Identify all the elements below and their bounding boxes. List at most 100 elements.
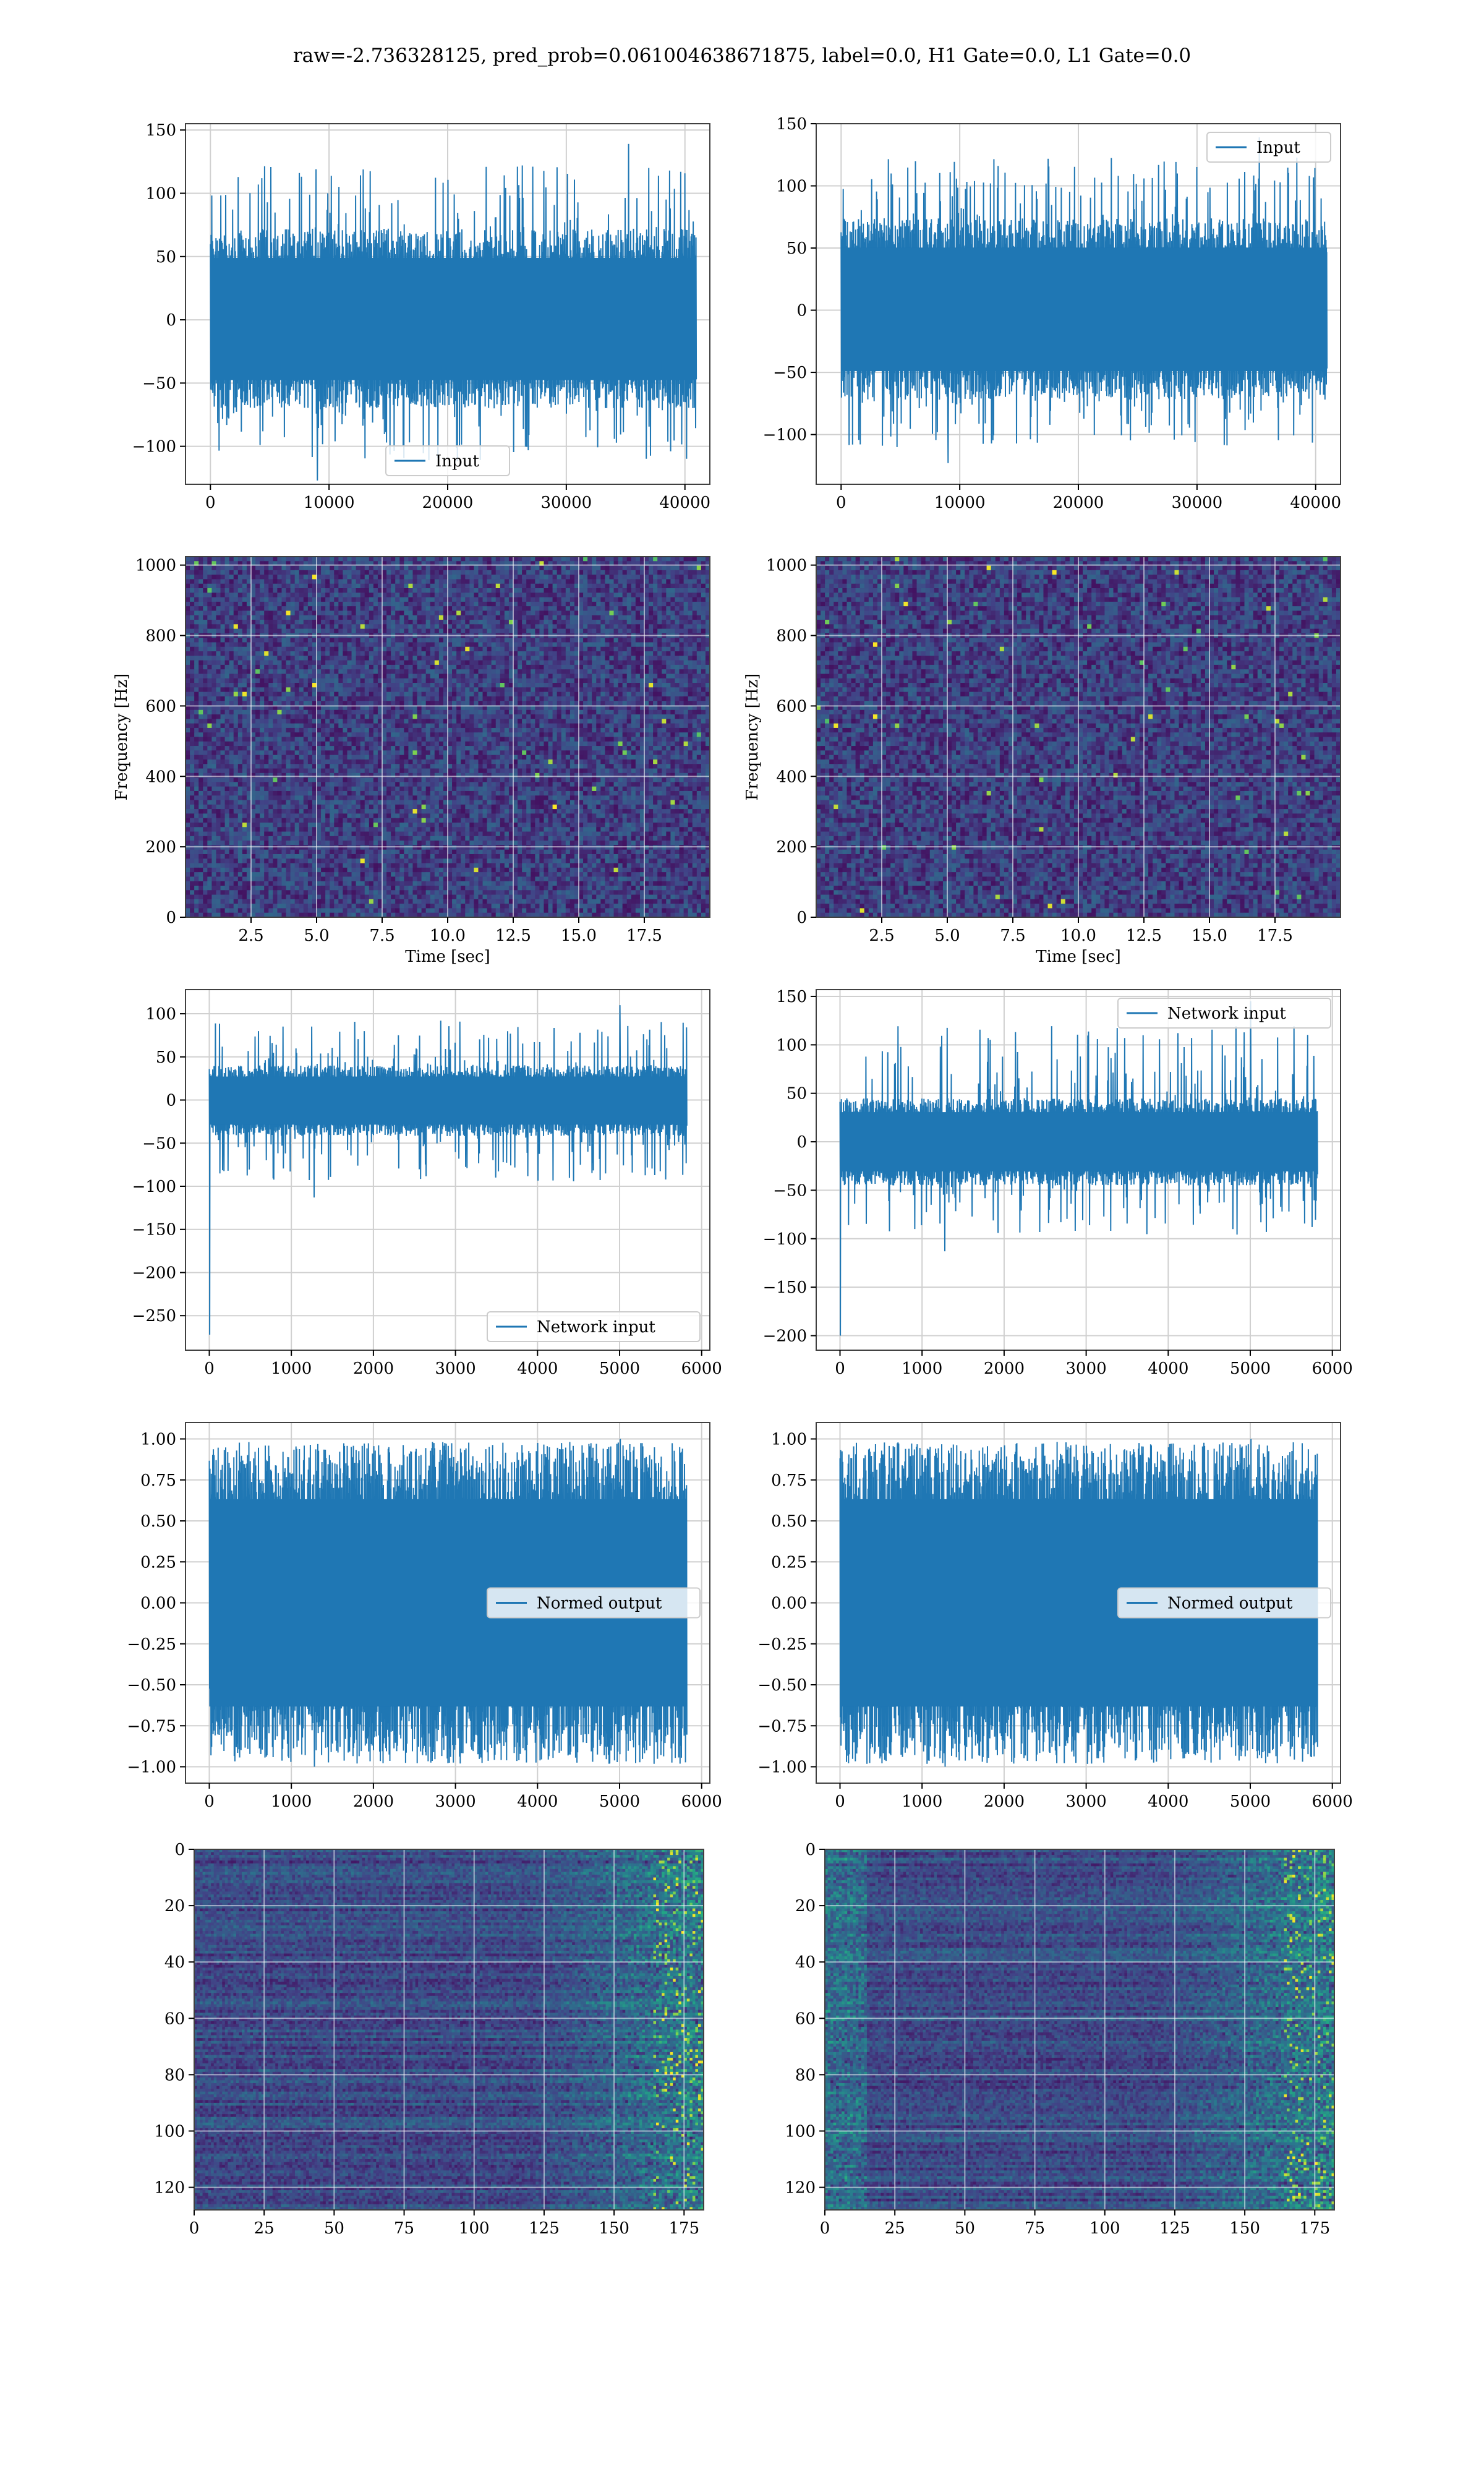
heatmap-cell <box>505 638 510 643</box>
heatmap-cell <box>238 610 243 615</box>
heatmap-cell <box>670 629 675 634</box>
heatmap-cell <box>657 737 662 742</box>
heatmap-cell <box>439 737 444 742</box>
heatmap-cell <box>417 642 422 647</box>
heatmap-cell <box>636 624 641 629</box>
heatmap-cell <box>343 692 348 697</box>
heatmap-cell <box>352 642 357 647</box>
heatmap-cell <box>369 629 374 634</box>
heatmap-cell <box>221 579 226 584</box>
heatmap-cell <box>211 624 216 629</box>
heatmap-cell <box>605 638 610 643</box>
heatmap-cell <box>299 683 304 688</box>
heatmap-cell <box>334 579 339 584</box>
heatmap-cell <box>190 575 195 580</box>
heatmap-cell <box>461 665 466 670</box>
heatmap-cell <box>299 620 304 625</box>
heatmap-cell <box>644 647 649 652</box>
heatmap-cell <box>229 669 234 674</box>
heatmap-cell <box>518 678 522 683</box>
heatmap-cell <box>579 669 584 674</box>
heatmap-cell <box>474 728 479 733</box>
heatmap-cell <box>579 593 584 597</box>
heatmap-cell <box>522 557 527 562</box>
heatmap-cell <box>216 651 221 656</box>
heatmap-cell <box>225 584 230 589</box>
heatmap-cell <box>522 687 527 692</box>
heatmap-cell <box>587 719 592 724</box>
heatmap-cell <box>321 602 326 607</box>
heatmap-cell <box>697 624 702 629</box>
heatmap-cell <box>535 665 540 670</box>
heatmap-cell <box>347 642 352 647</box>
heatmap-cell <box>325 669 330 674</box>
heatmap-cell <box>680 566 684 571</box>
heatmap-cell <box>412 701 417 706</box>
heatmap-cell <box>492 629 497 634</box>
heatmap-cell <box>618 719 623 724</box>
heatmap-cell <box>422 557 427 562</box>
heatmap-cell <box>623 732 628 737</box>
heatmap-cell <box>701 642 706 647</box>
heatmap-cell <box>675 665 680 670</box>
heatmap-cell <box>229 584 234 589</box>
heatmap-cell <box>448 665 453 670</box>
heatmap-cell <box>636 606 641 611</box>
heatmap-cell <box>260 665 265 670</box>
heatmap-cell <box>408 701 413 706</box>
heatmap-cell <box>526 575 531 580</box>
heatmap-cell <box>701 724 706 729</box>
heatmap-cell <box>435 629 440 634</box>
heatmap-cell <box>347 570 352 575</box>
heatmap-cell <box>487 638 492 643</box>
heatmap-cell <box>618 724 623 729</box>
heatmap-cell <box>684 597 689 602</box>
heatmap-cell <box>688 687 693 692</box>
heatmap-cell <box>408 620 413 625</box>
heatmap-cell <box>356 606 361 611</box>
heatmap-cell <box>295 687 300 692</box>
heatmap-cell <box>435 710 440 715</box>
heatmap-cell <box>623 557 628 562</box>
heatmap-cell <box>194 701 199 706</box>
heatmap-cell <box>304 669 309 674</box>
heatmap-cell <box>404 732 409 737</box>
heatmap-cell <box>636 674 641 678</box>
heatmap-cell <box>600 588 605 593</box>
heatmap-cell <box>487 606 492 611</box>
heatmap-cell <box>408 557 413 562</box>
heatmap-cell <box>649 615 654 620</box>
heatmap-cell <box>422 575 427 580</box>
heatmap-cell <box>456 620 461 625</box>
heatmap-cell <box>264 728 269 733</box>
heatmap-cell <box>627 606 632 611</box>
heatmap-cell <box>291 651 296 656</box>
heatmap-cell <box>492 588 497 593</box>
heatmap-cell <box>225 656 230 661</box>
heatmap-cell <box>186 597 190 602</box>
heatmap-cell <box>553 669 558 674</box>
heatmap-cell <box>631 710 636 715</box>
heatmap-cell <box>439 584 444 589</box>
heatmap-cell <box>412 674 417 678</box>
heatmap-cell <box>492 724 497 729</box>
heatmap-cell <box>522 701 527 706</box>
heatmap-cell <box>291 728 296 733</box>
heatmap-cell <box>268 678 273 683</box>
heatmap-cell <box>614 656 619 661</box>
heatmap-cell <box>295 701 300 706</box>
heatmap-cell <box>448 624 453 629</box>
heatmap-cell <box>693 732 697 737</box>
heatmap-cell <box>570 566 575 571</box>
heatmap-cell <box>500 651 505 656</box>
heatmap-cell <box>286 620 291 625</box>
heatmap-cell <box>557 620 562 625</box>
heatmap-cell <box>291 570 296 575</box>
heatmap-cell <box>299 597 304 602</box>
heatmap-cell <box>251 584 256 589</box>
heatmap-cell <box>242 615 247 620</box>
heatmap-cell <box>605 701 610 706</box>
heatmap-cell <box>513 606 518 611</box>
heatmap-cell <box>216 669 221 674</box>
